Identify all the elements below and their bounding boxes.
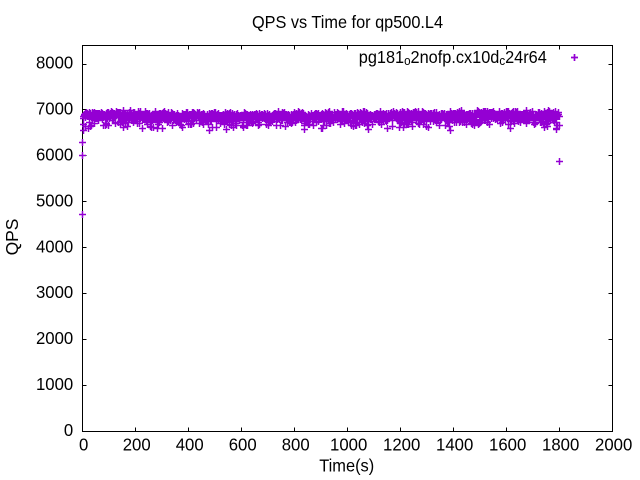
svg-text:8000: 8000 [36,52,73,73]
svg-text:QPS: QPS [2,219,22,256]
svg-text:0: 0 [64,419,73,440]
svg-text:0: 0 [79,434,88,455]
svg-text:1200: 1200 [383,434,420,455]
svg-text:1000: 1000 [330,434,367,455]
svg-text:QPS vs Time for qp500.L4: QPS vs Time for qp500.L4 [252,11,443,32]
svg-text:200: 200 [123,434,151,455]
svg-text:800: 800 [282,434,310,455]
svg-text:3000: 3000 [36,282,73,303]
svg-text:1000: 1000 [36,373,73,394]
svg-text:1600: 1600 [489,434,526,455]
svg-text:6000: 6000 [36,144,73,165]
svg-text:2000: 2000 [36,328,73,349]
svg-text:400: 400 [176,434,204,455]
svg-text:600: 600 [229,434,257,455]
svg-text:7000: 7000 [36,98,73,119]
svg-text:1800: 1800 [542,434,579,455]
svg-text:1400: 1400 [436,434,473,455]
svg-text:5000: 5000 [36,190,73,211]
svg-text:2000: 2000 [595,434,632,455]
svg-text:4000: 4000 [36,236,73,257]
svg-text:pg181o2nofp.cx10dc24r64: pg181o2nofp.cx10dc24r64 [359,46,547,68]
svg-text:Time(s): Time(s) [319,455,374,476]
